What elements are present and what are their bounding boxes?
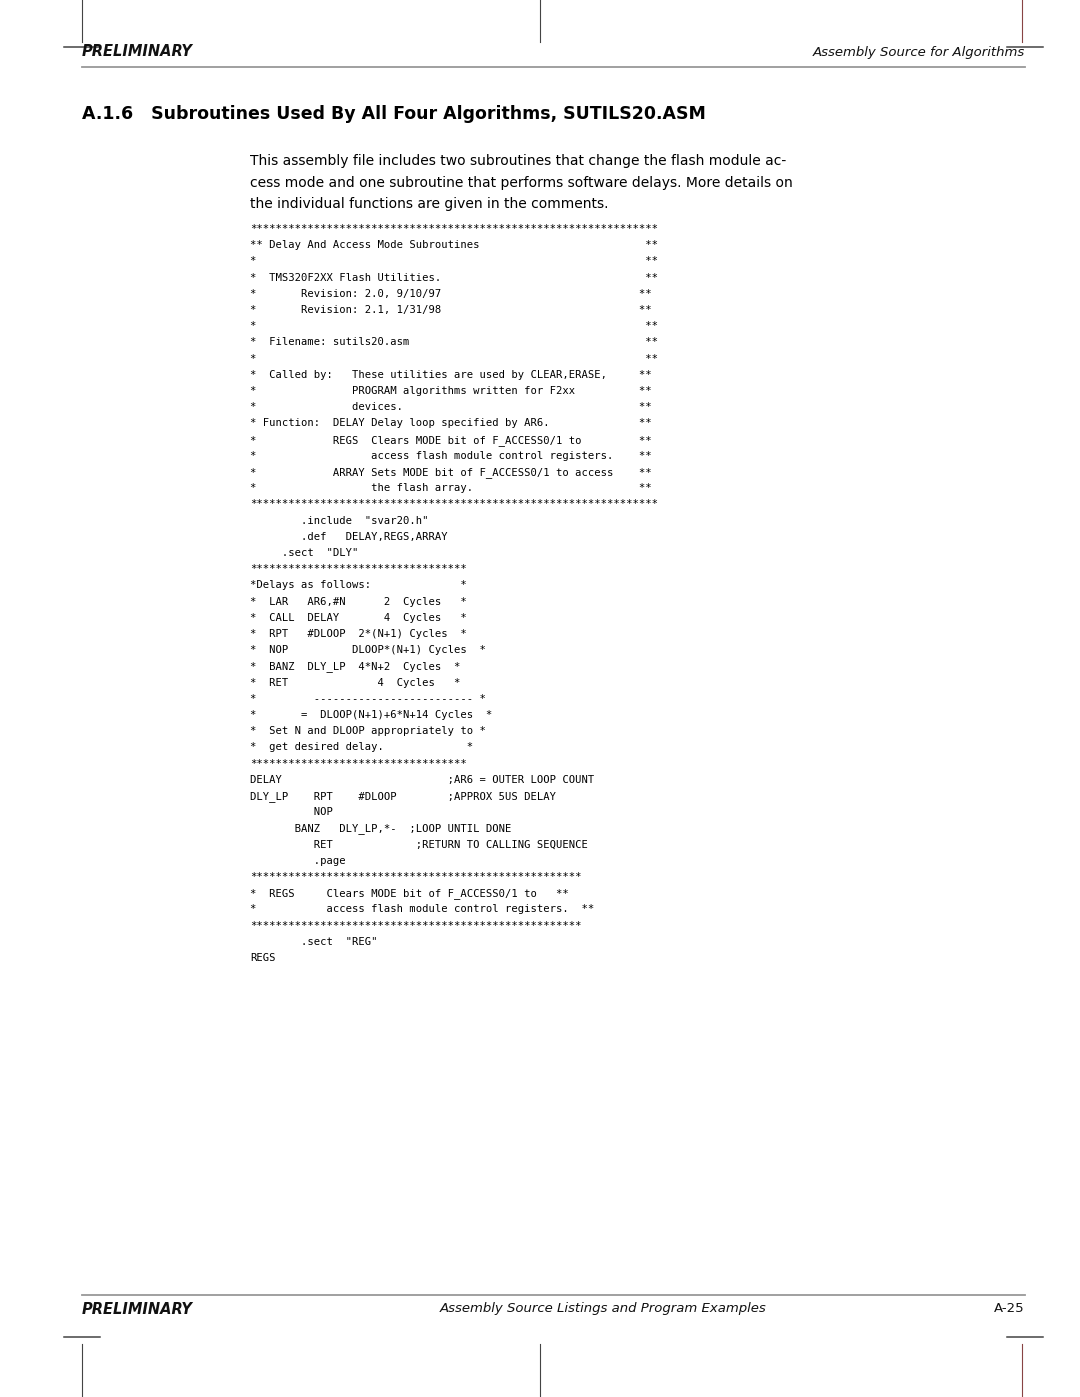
Text: *            REGS  Clears MODE bit of F_ACCESS0/1 to         **: * REGS Clears MODE bit of F_ACCESS0/1 to… xyxy=(249,434,651,446)
Text: ****************************************************************: ****************************************… xyxy=(249,224,658,235)
Text: RET             ;RETURN TO CALLING SEQUENCE: RET ;RETURN TO CALLING SEQUENCE xyxy=(249,840,588,849)
Text: *  get desired delay.             *: * get desired delay. * xyxy=(249,742,473,753)
Text: *  LAR   AR6,#N      2  Cycles   *: * LAR AR6,#N 2 Cycles * xyxy=(249,597,467,606)
Text: *  Filename: sutils20.asm                                     **: * Filename: sutils20.asm ** xyxy=(249,338,658,348)
Text: ** Delay And Access Mode Subroutines                          **: ** Delay And Access Mode Subroutines ** xyxy=(249,240,658,250)
Text: This assembly file includes two subroutines that change the flash module ac-: This assembly file includes two subrouti… xyxy=(249,154,786,168)
Text: *  REGS     Clears MODE bit of F_ACCESS0/1 to   **: * REGS Clears MODE bit of F_ACCESS0/1 to… xyxy=(249,888,569,900)
Text: *                                                             **: * ** xyxy=(249,353,658,363)
Text: ****************************************************: ****************************************… xyxy=(249,872,581,882)
Text: the individual functions are given in the comments.: the individual functions are given in th… xyxy=(249,197,608,211)
Text: *         ------------------------- *: * ------------------------- * xyxy=(249,694,486,704)
Text: *Delays as follows:              *: *Delays as follows: * xyxy=(249,580,467,591)
Text: **********************************: ********************************** xyxy=(249,759,467,768)
Text: Assembly Source for Algorithms: Assembly Source for Algorithms xyxy=(813,46,1025,59)
Text: *                  the flash array.                          **: * the flash array. ** xyxy=(249,483,651,493)
Text: *                                                             **: * ** xyxy=(249,257,658,267)
Text: NOP: NOP xyxy=(249,807,333,817)
Text: Assembly Source Listings and Program Examples: Assembly Source Listings and Program Exa… xyxy=(441,1302,767,1315)
Text: *            ARRAY Sets MODE bit of F_ACCESS0/1 to access    **: * ARRAY Sets MODE bit of F_ACCESS0/1 to … xyxy=(249,467,651,478)
Text: DELAY                          ;AR6 = OUTER LOOP COUNT: DELAY ;AR6 = OUTER LOOP COUNT xyxy=(249,775,594,785)
Text: *  Called by:   These utilities are used by CLEAR,ERASE,     **: * Called by: These utilities are used by… xyxy=(249,370,651,380)
Text: *                  access flash module control registers.    **: * access flash module control registers.… xyxy=(249,451,651,461)
Text: * Function:  DELAY Delay loop specified by AR6.              **: * Function: DELAY Delay loop specified b… xyxy=(249,418,651,429)
Text: *           access flash module control registers.  **: * access flash module control registers.… xyxy=(249,904,594,915)
Text: PRELIMINARY: PRELIMINARY xyxy=(82,1302,193,1317)
Text: DLY_LP    RPT    #DLOOP        ;APPROX 5US DELAY: DLY_LP RPT #DLOOP ;APPROX 5US DELAY xyxy=(249,791,556,802)
Text: *  Set N and DLOOP appropriately to *: * Set N and DLOOP appropriately to * xyxy=(249,726,486,736)
Text: .def   DELAY,REGS,ARRAY: .def DELAY,REGS,ARRAY xyxy=(249,532,447,542)
Text: A.1.6   Subroutines Used By All Four Algorithms, SUTILS20.ASM: A.1.6 Subroutines Used By All Four Algor… xyxy=(82,105,706,123)
Text: ****************************************************: ****************************************… xyxy=(249,921,581,930)
Text: ****************************************************************: ****************************************… xyxy=(249,499,658,510)
Text: A-25: A-25 xyxy=(995,1302,1025,1315)
Text: REGS: REGS xyxy=(249,953,275,963)
Text: *  CALL  DELAY       4  Cycles   *: * CALL DELAY 4 Cycles * xyxy=(249,613,467,623)
Text: cess mode and one subroutine that performs software delays. More details on: cess mode and one subroutine that perfor… xyxy=(249,176,793,190)
Text: *       =  DLOOP(N+1)+6*N+14 Cycles  *: * = DLOOP(N+1)+6*N+14 Cycles * xyxy=(249,710,492,719)
Text: *       Revision: 2.0, 9/10/97                               **: * Revision: 2.0, 9/10/97 ** xyxy=(249,289,651,299)
Text: *               devices.                                     **: * devices. ** xyxy=(249,402,651,412)
Text: *  TMS320F2XX Flash Utilities.                                **: * TMS320F2XX Flash Utilities. ** xyxy=(249,272,658,282)
Text: *               PROGRAM algorithms written for F2xx          **: * PROGRAM algorithms written for F2xx ** xyxy=(249,386,651,395)
Text: .page: .page xyxy=(249,856,346,866)
Text: *  BANZ  DLY_LP  4*N+2  Cycles  *: * BANZ DLY_LP 4*N+2 Cycles * xyxy=(249,661,460,672)
Text: *       Revision: 2.1, 1/31/98                               **: * Revision: 2.1, 1/31/98 ** xyxy=(249,305,651,314)
Text: .sect  "REG": .sect "REG" xyxy=(249,937,378,947)
Text: *                                                             **: * ** xyxy=(249,321,658,331)
Text: *  RET              4  Cycles   *: * RET 4 Cycles * xyxy=(249,678,460,687)
Text: .sect  "DLY": .sect "DLY" xyxy=(249,548,359,557)
Text: *  RPT   #DLOOP  2*(N+1) Cycles  *: * RPT #DLOOP 2*(N+1) Cycles * xyxy=(249,629,467,638)
Text: **********************************: ********************************** xyxy=(249,564,467,574)
Text: *  NOP          DLOOP*(N+1) Cycles  *: * NOP DLOOP*(N+1) Cycles * xyxy=(249,645,486,655)
Text: PRELIMINARY: PRELIMINARY xyxy=(82,43,193,59)
Text: BANZ   DLY_LP,*-  ;LOOP UNTIL DONE: BANZ DLY_LP,*- ;LOOP UNTIL DONE xyxy=(249,823,511,834)
Text: .include  "svar20.h": .include "svar20.h" xyxy=(249,515,429,525)
